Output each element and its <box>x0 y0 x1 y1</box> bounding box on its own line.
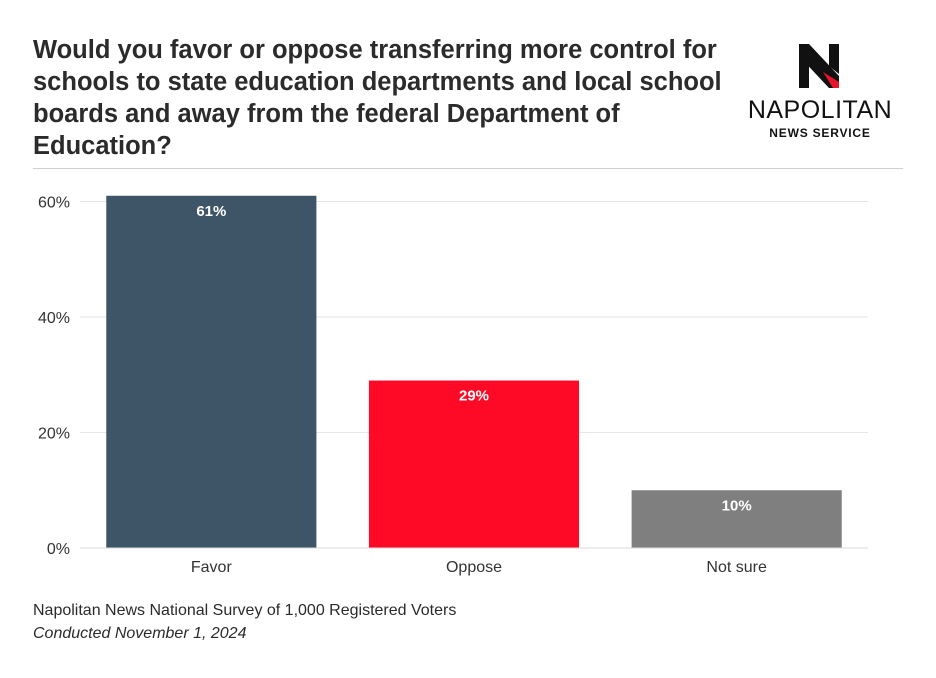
bar-chart: 0% 20% 40% 60% 61% Favor 29% Oppose 10% Not sure <box>38 195 868 576</box>
title-divider <box>33 168 903 169</box>
x-tick-label: Not sure <box>706 559 767 576</box>
logo: NAPOLITAN NEWS SERVICE <box>740 40 900 140</box>
footer-date: Conducted November 1, 2024 <box>33 625 247 642</box>
y-tick-label: 40% <box>38 310 70 327</box>
chart-title: Would you favor or oppose transferring m… <box>33 36 722 160</box>
bar <box>106 195 317 548</box>
napolitan-n-logo-icon <box>799 44 839 88</box>
data-label: 61% <box>196 203 226 220</box>
logo-name: NAPOLITAN <box>747 96 893 124</box>
y-tick-label: 60% <box>38 195 70 212</box>
bar <box>368 380 580 548</box>
y-tick-label: 20% <box>38 426 70 443</box>
logo-subtitle: NEWS SERVICE <box>769 126 871 140</box>
x-tick-label: Favor <box>191 559 233 576</box>
x-tick-label: Oppose <box>446 559 502 576</box>
footer-source: Napolitan News National Survey of 1,000 … <box>33 602 457 619</box>
data-label: 29% <box>459 388 489 405</box>
bar <box>631 490 842 548</box>
y-tick-label: 0% <box>47 541 70 558</box>
data-label: 10% <box>722 497 752 514</box>
